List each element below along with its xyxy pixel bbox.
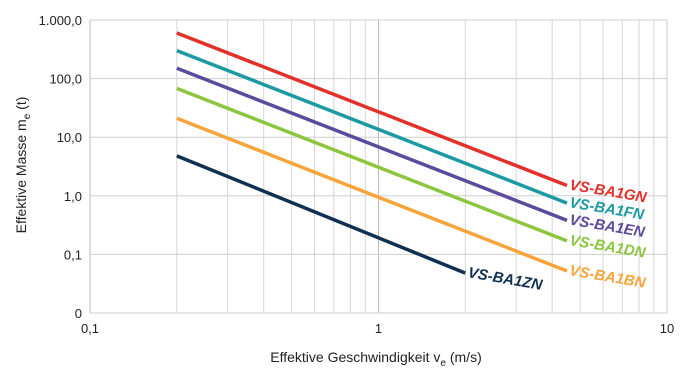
series-line xyxy=(176,48,568,205)
y-tick-label: 1.000,0 xyxy=(39,13,82,28)
series-line xyxy=(176,86,568,243)
y-tick-label: 10,0 xyxy=(57,130,82,145)
y-tick-label: 100,0 xyxy=(49,72,82,87)
series-line xyxy=(176,31,568,188)
y-axis-label: Effektive Masse me (t) xyxy=(13,97,33,234)
x-tick-label: 1 xyxy=(375,321,382,336)
x-tick-label: 0,1 xyxy=(81,321,99,336)
series-line xyxy=(176,116,568,273)
x-tick-label: 10 xyxy=(660,321,674,336)
series-line xyxy=(176,66,568,223)
grid xyxy=(89,19,668,314)
y-tick-label: 0,1 xyxy=(64,247,82,262)
x-axis-label: Effektive Geschwindigkeit ve (m/s) xyxy=(270,349,481,369)
y-tick-label: 0 xyxy=(75,306,82,321)
y-tick-label: 1,0 xyxy=(64,189,82,204)
series-line xyxy=(176,154,466,275)
series-lines xyxy=(176,31,568,275)
